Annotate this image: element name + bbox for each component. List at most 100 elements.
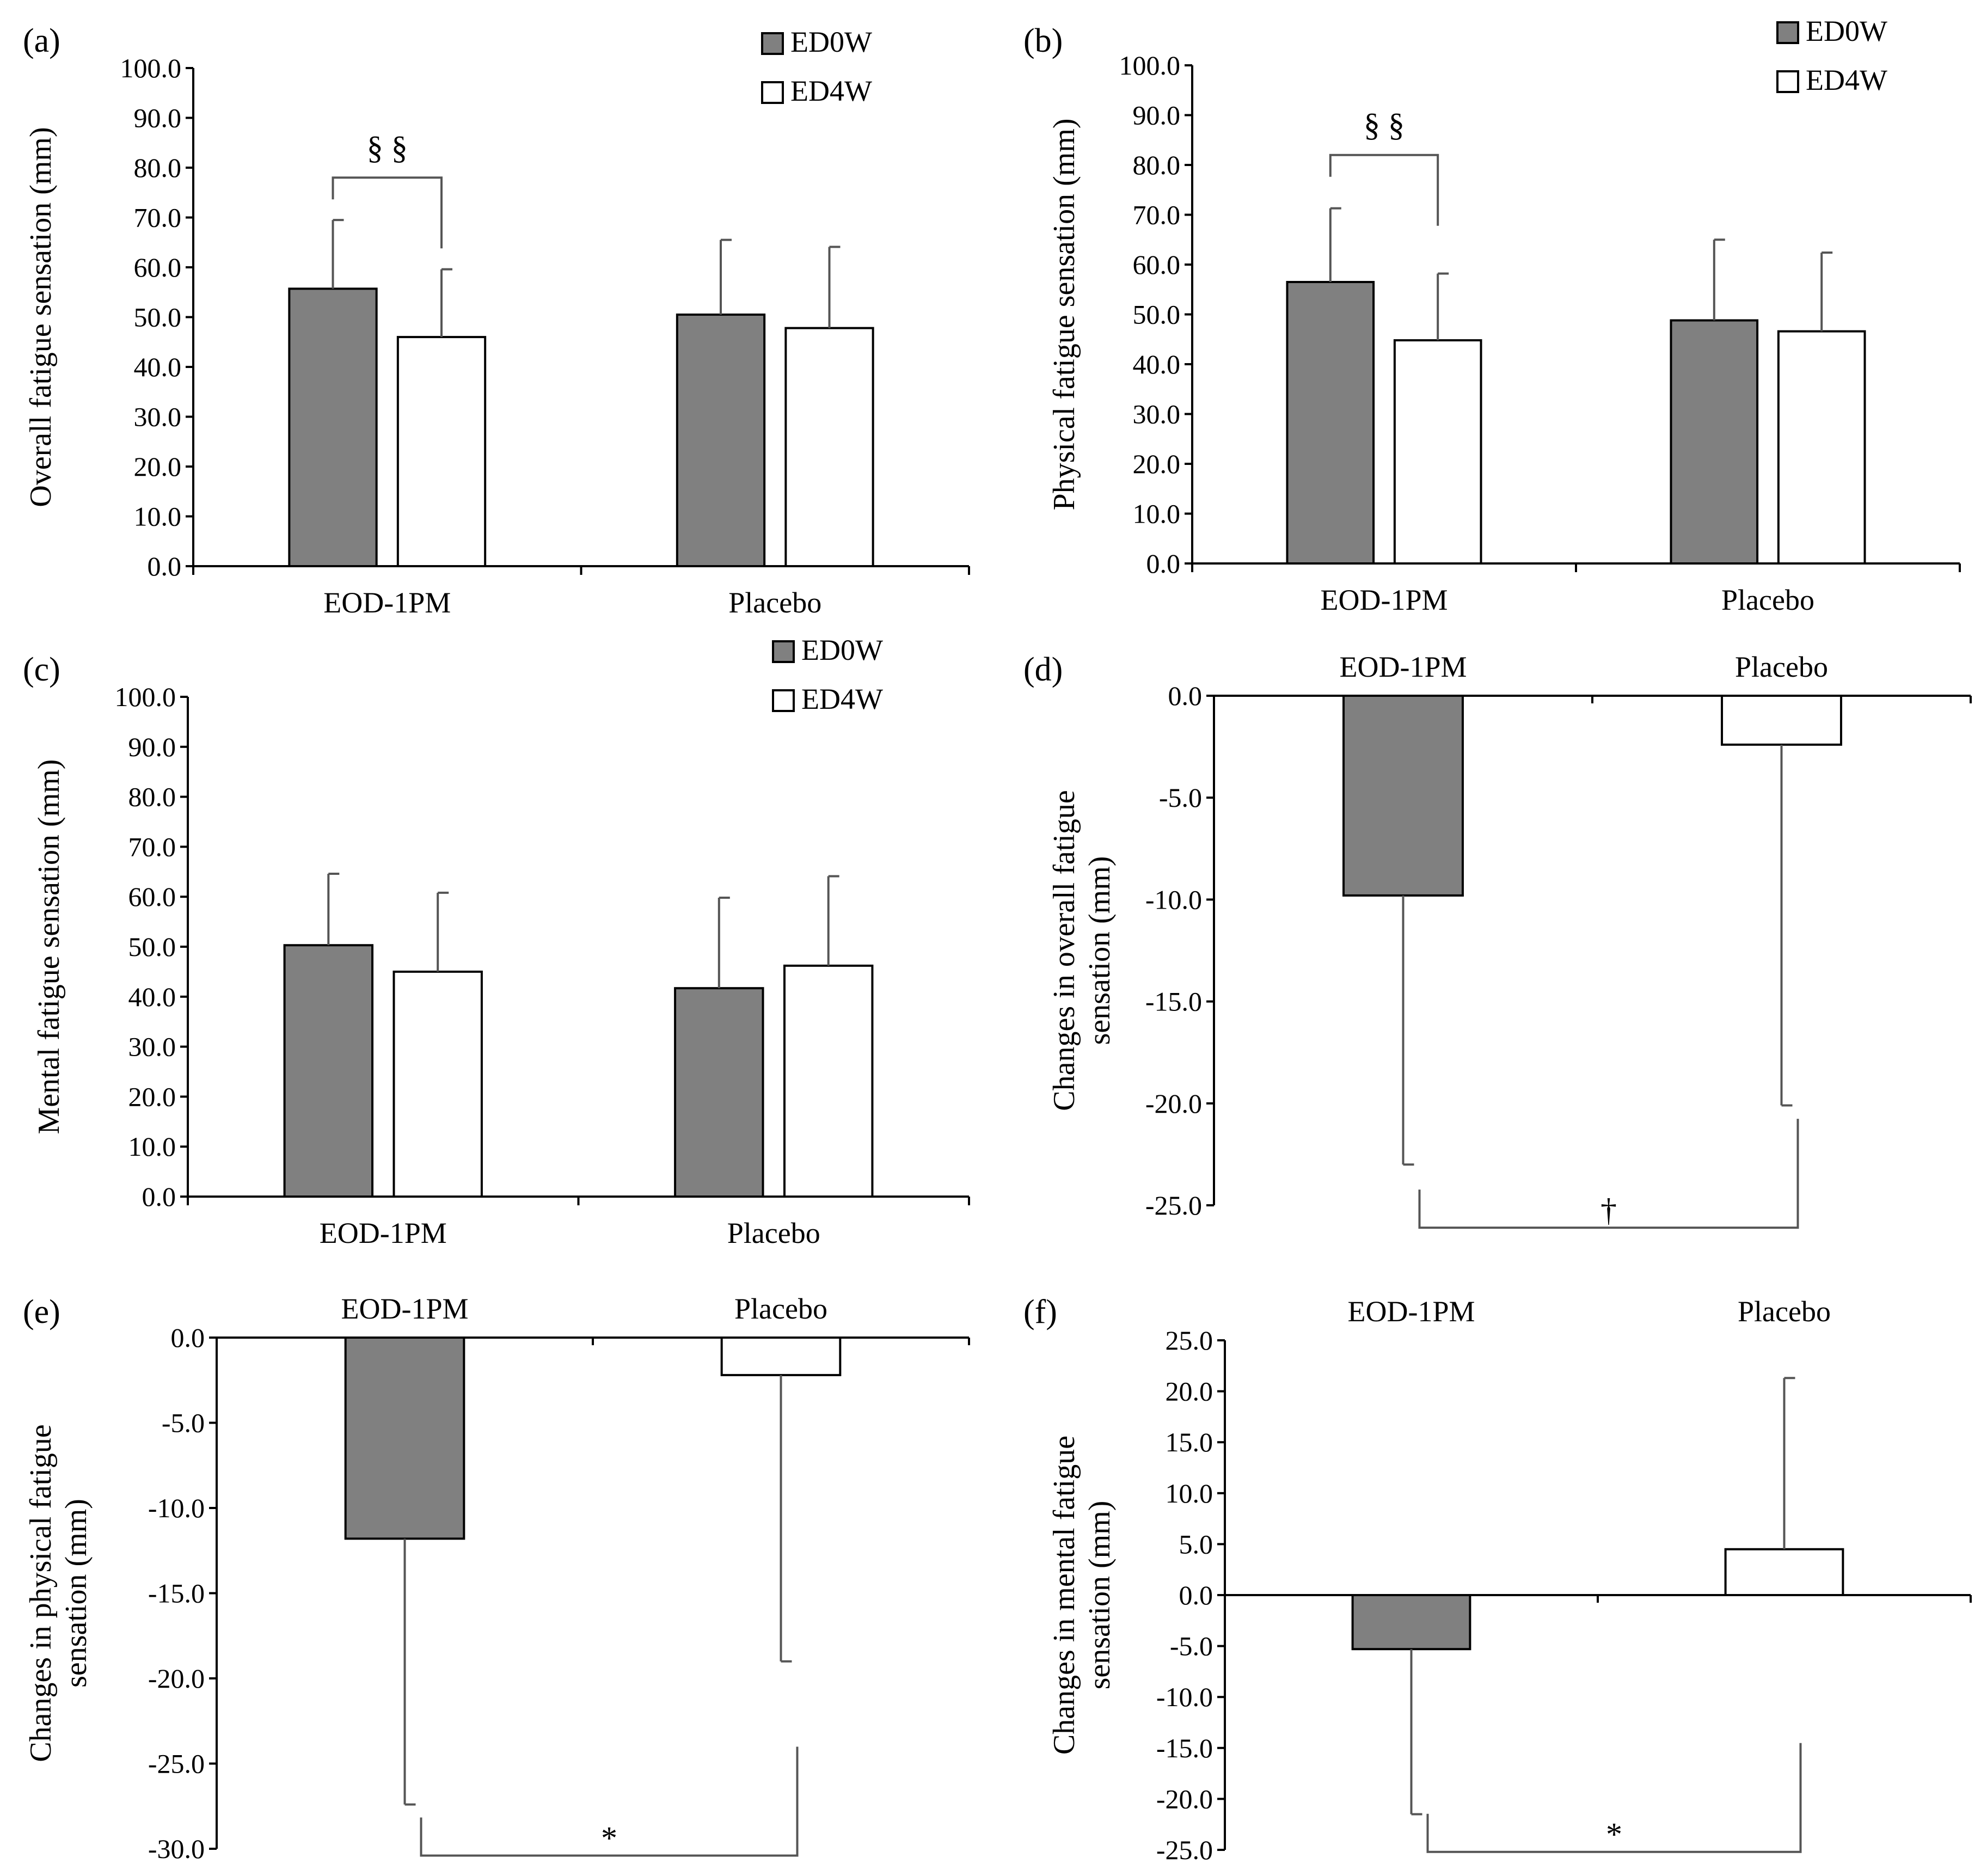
y-tick-label: 20.0 (1133, 449, 1181, 479)
significance-bracket (1418, 1119, 1799, 1229)
y-tick-label: 40.0 (134, 352, 182, 382)
category-label: EOD-1PM (1347, 1295, 1475, 1328)
legend-swatch-ed0w (772, 640, 795, 663)
significance-bracket (1426, 1743, 1802, 1853)
y-tick-label: 20.0 (128, 1081, 176, 1112)
legend-label: ED0W (790, 26, 872, 58)
panel-c: (c) 0.0 10.0 20.0 30.0 40.0 50.0 60.0 70.0 80.0 90… (23, 634, 970, 1249)
y-axis-label: Changes in physical fatigue (24, 1424, 58, 1762)
significance-bracket (420, 1746, 799, 1857)
bar-ed4w-eod-1pm (393, 970, 483, 1198)
significance-marker: † (1600, 1192, 1617, 1228)
y-tick-label: 50.0 (1133, 299, 1181, 330)
legend-label: ED4W (1806, 64, 1887, 96)
bar-ed0w-eod-1pm (283, 944, 374, 1198)
significance-marker: * (601, 1820, 617, 1856)
y-axis-label: Mental fatigue sensation (mm) (32, 759, 66, 1135)
legend-label: ED4W (801, 683, 883, 715)
bar-ed4w-eod-1pm (396, 336, 487, 567)
y-tick-label: -5.0 (1159, 782, 1202, 813)
y-tick-label: -20.0 (1145, 1088, 1202, 1119)
category-label: EOD-1PM (323, 586, 451, 619)
panel-label: (a) (23, 22, 60, 59)
y-tick-label: 30.0 (128, 1032, 176, 1062)
y-tick-label: 10.0 (134, 501, 182, 532)
y-tick-label: 90.0 (1133, 100, 1181, 131)
y-tick-label: 40.0 (1133, 349, 1181, 379)
y-tick-label: -25.0 (1156, 1835, 1213, 1865)
bar-change-placebo (1724, 1548, 1844, 1597)
y-tick-label: 80.0 (128, 782, 176, 812)
category-label: EOD-1PM (1320, 584, 1448, 616)
y-tick-label: 50.0 (134, 302, 182, 333)
y-tick-label: 100.0 (115, 682, 176, 712)
y-tick-label: 0.0 (148, 551, 182, 581)
y-tick-label: 50.0 (128, 931, 176, 962)
category-label: EOD-1PM (1339, 651, 1467, 683)
bar-ed0w-placebo (674, 987, 764, 1198)
category-label: Placebo (1738, 1295, 1831, 1328)
bar-ed0w-placebo (1670, 319, 1759, 565)
legend-swatch-ed4w (1776, 70, 1799, 93)
y-tick-label: -10.0 (1145, 884, 1202, 915)
legend-swatch-ed0w (1776, 21, 1799, 44)
y-tick-label: 60.0 (128, 881, 176, 912)
y-tick-label: 80.0 (134, 152, 182, 183)
bar-change-placebo (720, 1337, 842, 1376)
y-tick-label: 0.0 (1179, 1580, 1213, 1610)
y-tick-label: 20.0 (1166, 1376, 1213, 1407)
panel-b: (b) 0.0 10.0 20.0 30.0 40.0 50.0 60.0 70.0 80.0 90… (1023, 15, 1961, 616)
category-label: Placebo (1721, 584, 1814, 616)
y-axis-label: Physical fatigue sensation (mm) (1047, 118, 1081, 510)
bar-change-eod-1pm (1342, 695, 1464, 897)
legend-swatch-ed4w (761, 81, 784, 104)
significance-bracket (332, 176, 443, 249)
panel-label: (d) (1023, 651, 1063, 688)
bar-ed4w-placebo (1777, 330, 1866, 565)
bar-ed4w-placebo (783, 964, 874, 1198)
y-axis-label: Changes in mental fatigue (1047, 1436, 1081, 1755)
category-label: Placebo (728, 586, 821, 619)
bar-change-eod-1pm (1351, 1594, 1471, 1651)
category-label: Placebo (1735, 651, 1828, 683)
y-tick-label: -15.0 (1145, 986, 1202, 1017)
y-tick-label: 70.0 (134, 203, 182, 233)
y-tick-label: -5.0 (162, 1408, 205, 1438)
y-tick-label: 0.0 (142, 1181, 176, 1212)
significance-marker: § § (1364, 107, 1405, 143)
legend-swatch-ed0w (761, 32, 784, 55)
y-tick-label: 100.0 (1119, 50, 1181, 81)
y-tick-label: 100.0 (120, 53, 182, 83)
y-axis-label: sensation (mm) (1083, 1501, 1117, 1690)
y-tick-label: 25.0 (1166, 1325, 1213, 1356)
y-tick-label: 90.0 (134, 103, 182, 133)
y-tick-label: 40.0 (128, 982, 176, 1012)
y-tick-label: 10.0 (1133, 499, 1181, 529)
y-tick-label: -10.0 (1156, 1682, 1213, 1712)
y-tick-label: 70.0 (1133, 200, 1181, 230)
y-tick-label: 10.0 (128, 1131, 176, 1162)
y-tick-label: -25.0 (148, 1749, 205, 1779)
y-tick-label: -15.0 (1156, 1733, 1213, 1763)
significance-bracket (1329, 154, 1439, 226)
bar-ed0w-eod-1pm (1286, 281, 1375, 565)
panel-a: (a) 0.0 10.0 20.0 30.0 40.0 50.0 60.0 70.0 80.0 90… (23, 22, 970, 619)
panel-f: (f) -25.0 -20.0 -15.0 -10.0 -5.0 0.0 5.0 10.0 15.… (1023, 1293, 1972, 1865)
significance-marker: * (1606, 1817, 1622, 1853)
bar-ed0w-placebo (676, 313, 766, 567)
y-tick-label: 15.0 (1166, 1427, 1213, 1457)
significance-marker: § § (367, 130, 408, 165)
y-tick-label: 30.0 (1133, 399, 1181, 430)
panel-d: (d) -25.0 -20.0 -15.0 -10.0 -5.0 0.0 EOD-1PM Pla… (1023, 651, 1972, 1229)
y-tick-label: 20.0 (134, 451, 182, 482)
y-axis-label: sensation (mm) (59, 1499, 93, 1688)
legend-label: ED0W (1806, 15, 1887, 47)
y-tick-label: 10.0 (1166, 1478, 1213, 1509)
y-axis-label: sensation (mm) (1083, 856, 1117, 1045)
panel-label: (f) (1023, 1293, 1057, 1331)
legend-label: ED4W (790, 75, 872, 107)
y-tick-label: 0.0 (1168, 680, 1203, 711)
y-tick-label: -10.0 (148, 1493, 205, 1523)
y-tick-label: 70.0 (128, 831, 176, 862)
y-tick-label: 5.0 (1179, 1529, 1213, 1559)
